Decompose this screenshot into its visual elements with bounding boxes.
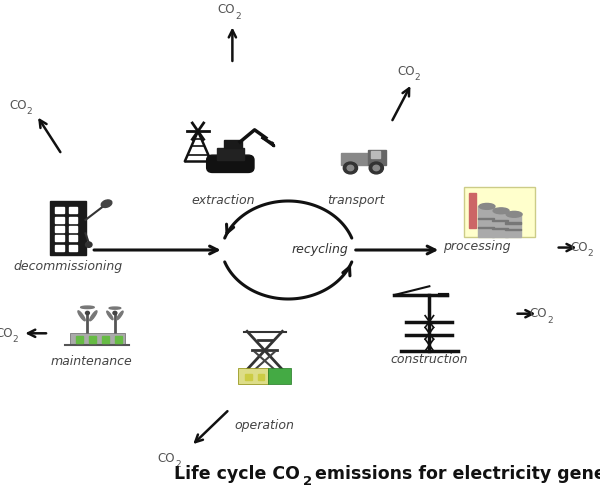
Bar bbox=[69, 207, 77, 213]
Bar bbox=[224, 140, 242, 148]
Bar bbox=[268, 368, 291, 384]
Bar bbox=[55, 245, 64, 251]
Text: 2: 2 bbox=[175, 460, 181, 469]
Bar bbox=[245, 374, 251, 380]
Bar bbox=[478, 227, 494, 228]
Text: CO: CO bbox=[9, 99, 26, 112]
Bar bbox=[55, 226, 64, 232]
Bar bbox=[505, 229, 521, 230]
Ellipse shape bbox=[506, 212, 522, 218]
Circle shape bbox=[86, 242, 92, 248]
Bar bbox=[69, 236, 77, 242]
Bar bbox=[478, 206, 494, 238]
Bar bbox=[217, 148, 244, 160]
Bar bbox=[492, 211, 508, 238]
Bar bbox=[69, 226, 77, 232]
Bar bbox=[492, 228, 508, 230]
Text: extraction: extraction bbox=[192, 194, 256, 206]
Text: processing: processing bbox=[443, 240, 510, 253]
Text: recycling: recycling bbox=[291, 244, 348, 256]
Circle shape bbox=[347, 166, 353, 170]
Bar bbox=[55, 216, 64, 222]
Ellipse shape bbox=[89, 311, 97, 320]
Bar bbox=[115, 336, 122, 343]
Ellipse shape bbox=[493, 208, 509, 214]
Ellipse shape bbox=[80, 306, 94, 308]
Text: 2: 2 bbox=[13, 335, 18, 344]
Bar bbox=[368, 150, 386, 164]
Bar bbox=[55, 236, 64, 242]
Bar bbox=[55, 207, 64, 213]
Ellipse shape bbox=[479, 204, 495, 210]
Text: 2: 2 bbox=[587, 250, 593, 258]
Bar bbox=[89, 336, 96, 343]
Bar bbox=[69, 245, 77, 251]
Text: maintenance: maintenance bbox=[50, 356, 132, 368]
Text: 2: 2 bbox=[547, 316, 553, 324]
Text: CO: CO bbox=[158, 452, 175, 465]
Text: 2: 2 bbox=[26, 108, 32, 116]
Text: 2: 2 bbox=[415, 73, 420, 82]
FancyBboxPatch shape bbox=[206, 155, 254, 172]
Bar bbox=[50, 201, 86, 255]
Bar bbox=[469, 193, 476, 228]
Ellipse shape bbox=[117, 311, 123, 320]
Ellipse shape bbox=[101, 200, 112, 207]
Text: Life cycle CO: Life cycle CO bbox=[174, 466, 300, 483]
Circle shape bbox=[85, 312, 89, 314]
Text: CO: CO bbox=[397, 64, 415, 78]
Bar bbox=[76, 336, 83, 343]
Circle shape bbox=[343, 162, 358, 174]
Ellipse shape bbox=[78, 311, 85, 320]
Ellipse shape bbox=[109, 307, 121, 309]
Text: emissions for electricity generation: emissions for electricity generation bbox=[303, 466, 600, 483]
Text: 2: 2 bbox=[235, 12, 241, 21]
Ellipse shape bbox=[107, 311, 113, 320]
Circle shape bbox=[369, 162, 383, 174]
Bar bbox=[257, 374, 264, 380]
Bar bbox=[492, 220, 508, 222]
Text: CO: CO bbox=[218, 4, 235, 16]
FancyBboxPatch shape bbox=[464, 188, 535, 238]
Bar bbox=[371, 152, 380, 158]
Bar bbox=[70, 333, 125, 345]
Bar bbox=[69, 216, 77, 222]
Text: 2: 2 bbox=[303, 475, 312, 488]
Bar bbox=[505, 222, 521, 224]
Circle shape bbox=[113, 312, 117, 314]
Circle shape bbox=[373, 166, 380, 170]
Text: CO: CO bbox=[0, 327, 13, 340]
Bar bbox=[341, 152, 368, 164]
Text: decommissioning: decommissioning bbox=[13, 260, 122, 273]
Text: CO: CO bbox=[529, 307, 547, 320]
Text: CO: CO bbox=[570, 241, 587, 254]
Bar bbox=[505, 214, 521, 238]
Bar bbox=[102, 336, 109, 343]
Text: construction: construction bbox=[391, 353, 468, 366]
Text: operation: operation bbox=[235, 419, 295, 432]
Text: transport: transport bbox=[327, 194, 385, 206]
Bar bbox=[238, 368, 268, 384]
